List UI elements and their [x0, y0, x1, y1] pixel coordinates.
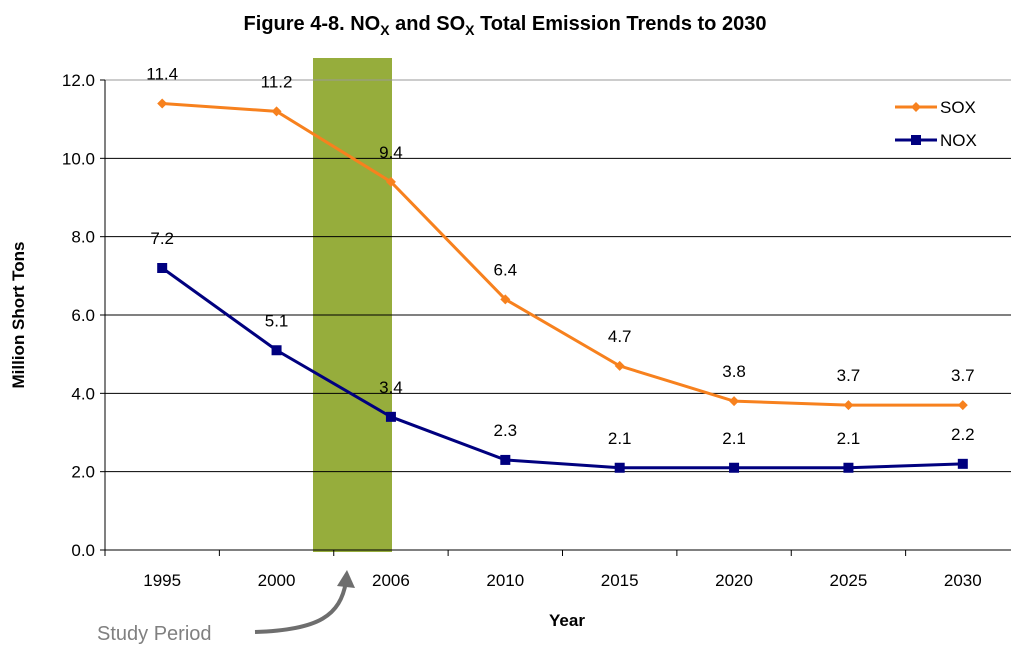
data-label: 3.7: [951, 366, 975, 385]
data-point: [911, 135, 921, 145]
data-label: 3.7: [837, 366, 861, 385]
data-label: 2.1: [837, 429, 861, 448]
chart-title: Figure 4-8. NOX and SOX Total Emission T…: [244, 13, 767, 38]
data-label: 11.4: [146, 65, 178, 84]
x-tick-label: 2015: [601, 571, 639, 590]
annotation-arrow: [254, 581, 348, 634]
title-part: Total Emission Trends to 2030: [475, 13, 767, 35]
data-label: 2.1: [722, 429, 746, 448]
data-point: [614, 360, 625, 371]
x-tick-label: 2025: [830, 571, 868, 590]
data-label: 4.7: [608, 327, 632, 346]
y-tick-label: 10.0: [62, 149, 95, 168]
data-label: 3.4: [379, 378, 403, 397]
series-line: [161, 266, 963, 470]
data-point: [843, 462, 854, 473]
data-point: [957, 458, 968, 469]
data-label: 7.2: [150, 229, 174, 248]
data-point: [729, 396, 740, 407]
y-tick-label: 8.0: [71, 228, 95, 247]
y-tick-label: 4.0: [71, 384, 95, 403]
data-label: 2.2: [951, 425, 975, 444]
title-subscript: X: [465, 22, 475, 38]
data-point: [957, 400, 968, 411]
legend-label: NOX: [940, 131, 977, 150]
data-point: [271, 345, 282, 356]
data-point: [271, 106, 282, 117]
data-label: 6.4: [493, 260, 517, 279]
data-point: [843, 400, 854, 411]
study-period-band: [313, 58, 392, 552]
x-tick-label: 2020: [715, 571, 753, 590]
y-tick-label: 0.0: [71, 541, 95, 560]
x-tick-label: 2010: [486, 571, 524, 590]
data-label: 2.1: [608, 429, 632, 448]
data-point: [500, 454, 511, 465]
title-subscript: X: [380, 22, 390, 38]
x-tick-label: 1995: [143, 571, 181, 590]
data-label: 9.4: [379, 143, 403, 162]
data-label: 3.8: [722, 362, 746, 381]
data-point: [614, 462, 625, 473]
annotation-arrowhead: [337, 570, 355, 588]
title-part: and SO: [390, 13, 466, 35]
legend-label: SOX: [940, 98, 976, 117]
data-point: [385, 411, 396, 422]
series-line: [162, 102, 963, 407]
y-tick-label: 2.0: [71, 463, 95, 482]
title-part: Figure 4-8. NO: [244, 13, 381, 35]
x-tick-label: 2006: [372, 571, 410, 590]
y-tick-label: 6.0: [71, 306, 95, 325]
data-label: 5.1: [265, 311, 289, 330]
annotation: Study Period: [97, 623, 212, 645]
data-label: 11.2: [261, 72, 293, 91]
data-point: [729, 462, 740, 473]
x-tick-label: 2000: [258, 571, 296, 590]
data-point: [157, 98, 168, 109]
x-tick-label: 2030: [944, 571, 982, 590]
y-tick-label: 12.0: [62, 71, 95, 90]
y-axis-label: Million Short Tons: [9, 242, 28, 389]
data-point: [385, 176, 396, 187]
data-point: [157, 263, 168, 273]
data-label: 2.3: [493, 421, 517, 440]
data-point: [911, 102, 921, 112]
data-point: [500, 294, 511, 305]
x-axis-label: Year: [549, 611, 585, 630]
